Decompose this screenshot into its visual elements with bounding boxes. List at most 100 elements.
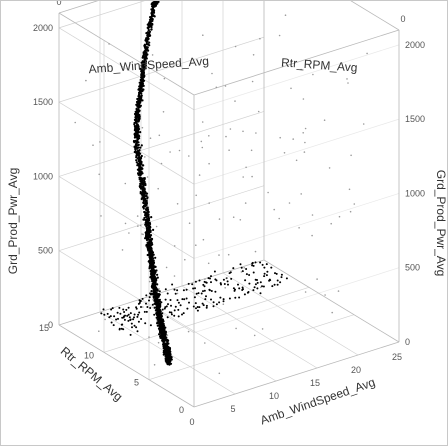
scatter-point [167, 303, 169, 306]
front-grid-z [193, 44, 400, 111]
scatter-point-outlier [337, 290, 340, 292]
scatter-point [150, 263, 153, 266]
scatter-point [155, 298, 158, 300]
box-edge [193, 341, 400, 408]
scatter-point [154, 4, 158, 7]
scatter-point [142, 72, 145, 75]
scatter-point-outlier [202, 34, 204, 36]
scatter-point [147, 236, 150, 239]
scatter-point-outlier [243, 266, 245, 269]
scatter-point [215, 279, 218, 282]
scatter-point-outlier [195, 194, 197, 197]
scatter-point-outlier [312, 73, 314, 76]
scatter-point-outlier [164, 341, 167, 343]
scatter-point [137, 313, 140, 316]
scatter-point-outlier [128, 232, 130, 234]
scatter-point [228, 272, 231, 275]
scatter-point-outlier [346, 78, 348, 80]
scatter-point [274, 272, 276, 275]
scatter-point [210, 275, 212, 278]
scatter-point-outlier [290, 87, 292, 90]
scatter-point [145, 215, 148, 219]
scatter-point [102, 308, 105, 311]
scatter-point [191, 283, 194, 286]
floor-grid-y [103, 286, 310, 353]
scatter-point [149, 307, 152, 309]
scatter-point [137, 320, 140, 323]
scatter-point [100, 312, 103, 315]
scatter-point [145, 51, 148, 55]
scatter-point [153, 313, 156, 316]
scatter-point [140, 306, 142, 308]
scatter-point-outlier [240, 271, 243, 273]
scatter-point-outlier [160, 162, 163, 165]
scatter-point [248, 282, 251, 285]
scatter-point [151, 5, 154, 8]
scatter-point [122, 328, 125, 331]
scatter-point-outlier [242, 130, 244, 133]
scatter-point [158, 298, 161, 301]
scatter-point [146, 223, 149, 226]
scatter-point [151, 22, 154, 25]
scatter-point [157, 310, 161, 313]
scatter-point [142, 218, 145, 221]
scatter-point [163, 332, 166, 335]
scatter-point [138, 301, 141, 304]
scatter-point [161, 308, 164, 311]
scatter-point [265, 263, 268, 266]
scatter-point [210, 290, 213, 292]
scatter-point-outlier [158, 288, 160, 290]
scatter-point [151, 303, 154, 306]
scatter-point [209, 277, 211, 280]
scatter-point [153, 265, 156, 268]
scatter-point [176, 299, 179, 302]
scatter-point [153, 302, 156, 305]
scatter-point [280, 276, 283, 279]
scatter-point-outlier [284, 14, 287, 16]
scatter-point [230, 277, 233, 280]
front-grid-z [193, 118, 400, 185]
scatter-point [151, 268, 154, 271]
scatter-point-outlier [92, 144, 94, 146]
scatter-point-outlier [152, 298, 154, 301]
scatter-point [150, 12, 153, 15]
wall-grid-z [58, 101, 195, 185]
x-tick-label-front: 25 [392, 352, 402, 362]
scatter-point [154, 283, 157, 287]
scatter-point-outlier [324, 294, 326, 296]
scatter-point-outlier [153, 364, 156, 366]
tick-labels: 0510152025051015202505101505100050050010… [33, 1, 425, 427]
scatter-point [144, 221, 147, 224]
scatter-point [147, 37, 150, 40]
scatter-point [150, 251, 153, 254]
scatter-point [158, 312, 161, 315]
scatter-point [188, 301, 190, 304]
scatter-point [157, 315, 159, 318]
scatter-point [156, 324, 159, 327]
scatter-point [145, 31, 148, 35]
scatter-point [194, 287, 196, 290]
scatter-point [265, 274, 268, 277]
scatter-point [156, 289, 159, 292]
scatter-point [207, 277, 210, 280]
scatter-point [198, 306, 201, 309]
scatter-point [143, 310, 146, 313]
scatter-point [144, 223, 147, 226]
scatter-point [259, 261, 262, 264]
scatter-point [137, 150, 140, 153]
scatter-point [146, 243, 149, 246]
scatter-point [146, 227, 149, 230]
scatter-point [147, 22, 150, 25]
scatter-point [150, 28, 153, 31]
scatter-point [146, 48, 149, 51]
scatter-point [151, 253, 154, 256]
scatter-point [234, 288, 236, 291]
scatter-point [135, 306, 138, 309]
scatter-point [119, 312, 122, 315]
scatter-point [138, 166, 141, 170]
wall-grid-z [58, 185, 265, 252]
scatter-point [222, 300, 225, 303]
scatter-point-outlier [304, 291, 307, 293]
scatter-point [157, 327, 161, 330]
